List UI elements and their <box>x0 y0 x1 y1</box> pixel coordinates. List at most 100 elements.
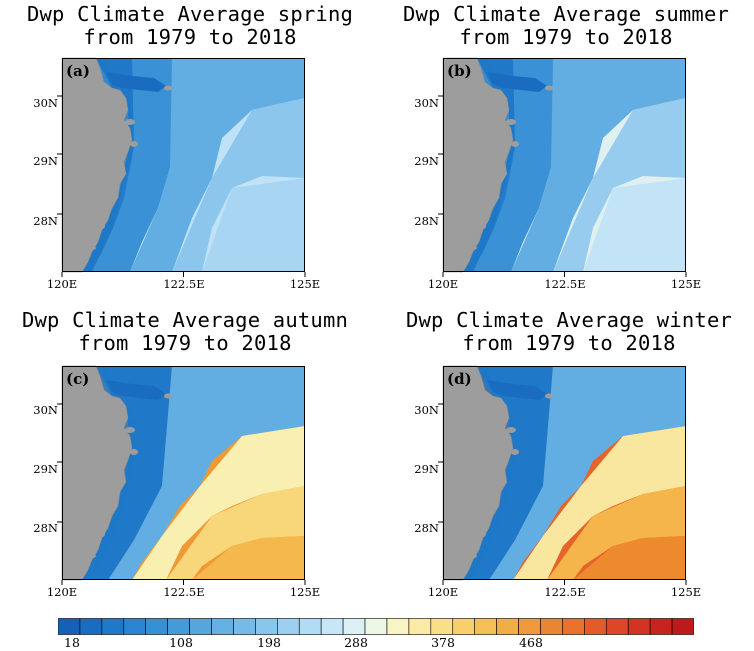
panel-c-lat-28n: 28N <box>33 521 58 535</box>
island <box>164 85 172 91</box>
contour-band <box>108 366 305 580</box>
panel-d-lon-125e: 125E <box>670 585 702 599</box>
panel-d-label: (d) <box>447 370 472 388</box>
bay <box>106 72 166 92</box>
colorbar-swatch <box>496 618 519 635</box>
colorbar-label-378: 378 <box>431 635 455 650</box>
contour-band <box>92 58 174 272</box>
panel-c-map <box>57 365 306 585</box>
island <box>99 223 105 229</box>
island <box>125 119 135 125</box>
colorbar-swatch <box>255 618 278 635</box>
colorbar-swatch <box>671 618 694 635</box>
bay <box>487 380 547 400</box>
panel-d-svg <box>438 365 687 585</box>
island <box>545 85 553 91</box>
colorbar-swatch <box>277 618 300 635</box>
colorbar-swatch <box>627 618 651 635</box>
contour-band <box>583 178 686 272</box>
panel-a-title-line1: Dwp Climate Average spring <box>26 2 354 26</box>
panel-c-title-line1: Dwp Climate Average autumn <box>21 308 349 332</box>
land <box>442 57 514 273</box>
colorbar-swatch <box>79 618 103 635</box>
panel-b-map <box>438 57 687 277</box>
colorbar-swatch <box>474 618 497 635</box>
panel-b-title: Dwp Climate Average summer from 1979 to … <box>378 3 754 49</box>
colorbar-label-468: 468 <box>519 635 543 650</box>
contour-band <box>489 366 686 580</box>
panel-c-lon-120e: 120E <box>46 585 78 599</box>
island <box>88 246 96 250</box>
panel-b-lat-29n: 29N <box>414 154 439 168</box>
map-frame <box>62 58 305 272</box>
colorbar-swatch <box>320 618 344 635</box>
colorbar-swatch <box>101 618 125 635</box>
island <box>99 531 105 537</box>
panel-a-svg <box>57 57 306 277</box>
land <box>61 57 133 273</box>
colorbar-swatch <box>518 618 541 635</box>
panel-b-lon-122-5e: 122.5E <box>544 277 586 291</box>
colorbar-swatch <box>452 618 475 635</box>
panel-c-title: Dwp Climate Average autumn from 1979 to … <box>0 309 370 355</box>
island <box>506 427 516 433</box>
island <box>498 472 504 480</box>
panel-d-map <box>438 365 687 585</box>
colorbar-swatch <box>562 618 585 635</box>
island <box>498 164 504 172</box>
panel-d-lat-29n: 29N <box>414 462 439 476</box>
colorbar-swatch <box>386 618 410 635</box>
panel-a-title-line2: from 1979 to 2018 <box>83 25 297 49</box>
panel-a-map <box>57 57 306 277</box>
colorbar-swatch <box>211 618 234 635</box>
colorbar-swatch <box>58 618 81 635</box>
island <box>480 531 486 537</box>
colorbar-swatch <box>584 618 607 635</box>
island <box>117 472 123 480</box>
panel-a-lat-29n: 29N <box>33 154 58 168</box>
panel-a-lat-28n: 28N <box>33 214 58 228</box>
colorbar-swatch <box>649 618 673 635</box>
land <box>442 365 514 581</box>
contour-band <box>513 426 686 580</box>
contour-band <box>547 486 686 580</box>
panel-d-title-line1: Dwp Climate Average winter <box>405 308 733 332</box>
panel-a-label: (a) <box>66 62 90 80</box>
colorbar-swatch <box>298 618 322 635</box>
island <box>130 449 138 455</box>
contour-band <box>553 98 686 272</box>
colorbar-swatch <box>364 618 388 635</box>
colorbar <box>58 618 694 635</box>
panel-a-lon-122-5e: 122.5E <box>163 277 205 291</box>
contour-band <box>132 426 305 580</box>
island <box>164 393 172 399</box>
panel-b-svg <box>438 57 687 277</box>
panel-b-lon-125e: 125E <box>670 277 702 291</box>
panel-d-lat-28n: 28N <box>414 521 439 535</box>
contour-band <box>473 58 555 272</box>
island <box>469 246 477 250</box>
colorbar-swatch <box>605 618 629 635</box>
panel-a-lon-125e: 125E <box>289 277 321 291</box>
island <box>130 141 138 147</box>
contour-band <box>172 98 305 272</box>
contour-band <box>130 58 305 272</box>
colorbar-label-108: 108 <box>169 635 193 650</box>
panel-b-lat-28n: 28N <box>414 214 439 228</box>
colorbar-swatch <box>233 618 256 635</box>
colorbar-label-18: 18 <box>64 635 80 650</box>
panel-d-lon-120e: 120E <box>427 585 459 599</box>
colorbar-swatch <box>342 618 366 635</box>
panel-d-title: Dwp Climate Average winter from 1979 to … <box>384 309 754 355</box>
bay <box>106 380 166 400</box>
colorbar-swatch <box>167 618 190 635</box>
contour-band <box>166 486 305 580</box>
panel-c-lat-29n: 29N <box>33 462 58 476</box>
panel-d-lon-122-5e: 122.5E <box>544 585 586 599</box>
panel-b-label: (b) <box>447 62 472 80</box>
contour-band <box>202 178 305 272</box>
contour-band <box>511 58 686 272</box>
island <box>480 223 486 229</box>
map-frame <box>443 366 686 580</box>
island <box>506 119 516 125</box>
